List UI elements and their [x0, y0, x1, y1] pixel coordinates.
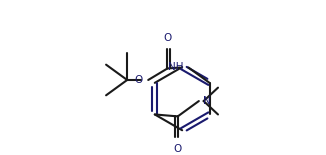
Text: O: O — [174, 144, 182, 154]
Text: O: O — [163, 33, 171, 43]
Text: O: O — [134, 75, 142, 85]
Text: NH: NH — [168, 62, 184, 72]
Text: N: N — [203, 96, 210, 106]
